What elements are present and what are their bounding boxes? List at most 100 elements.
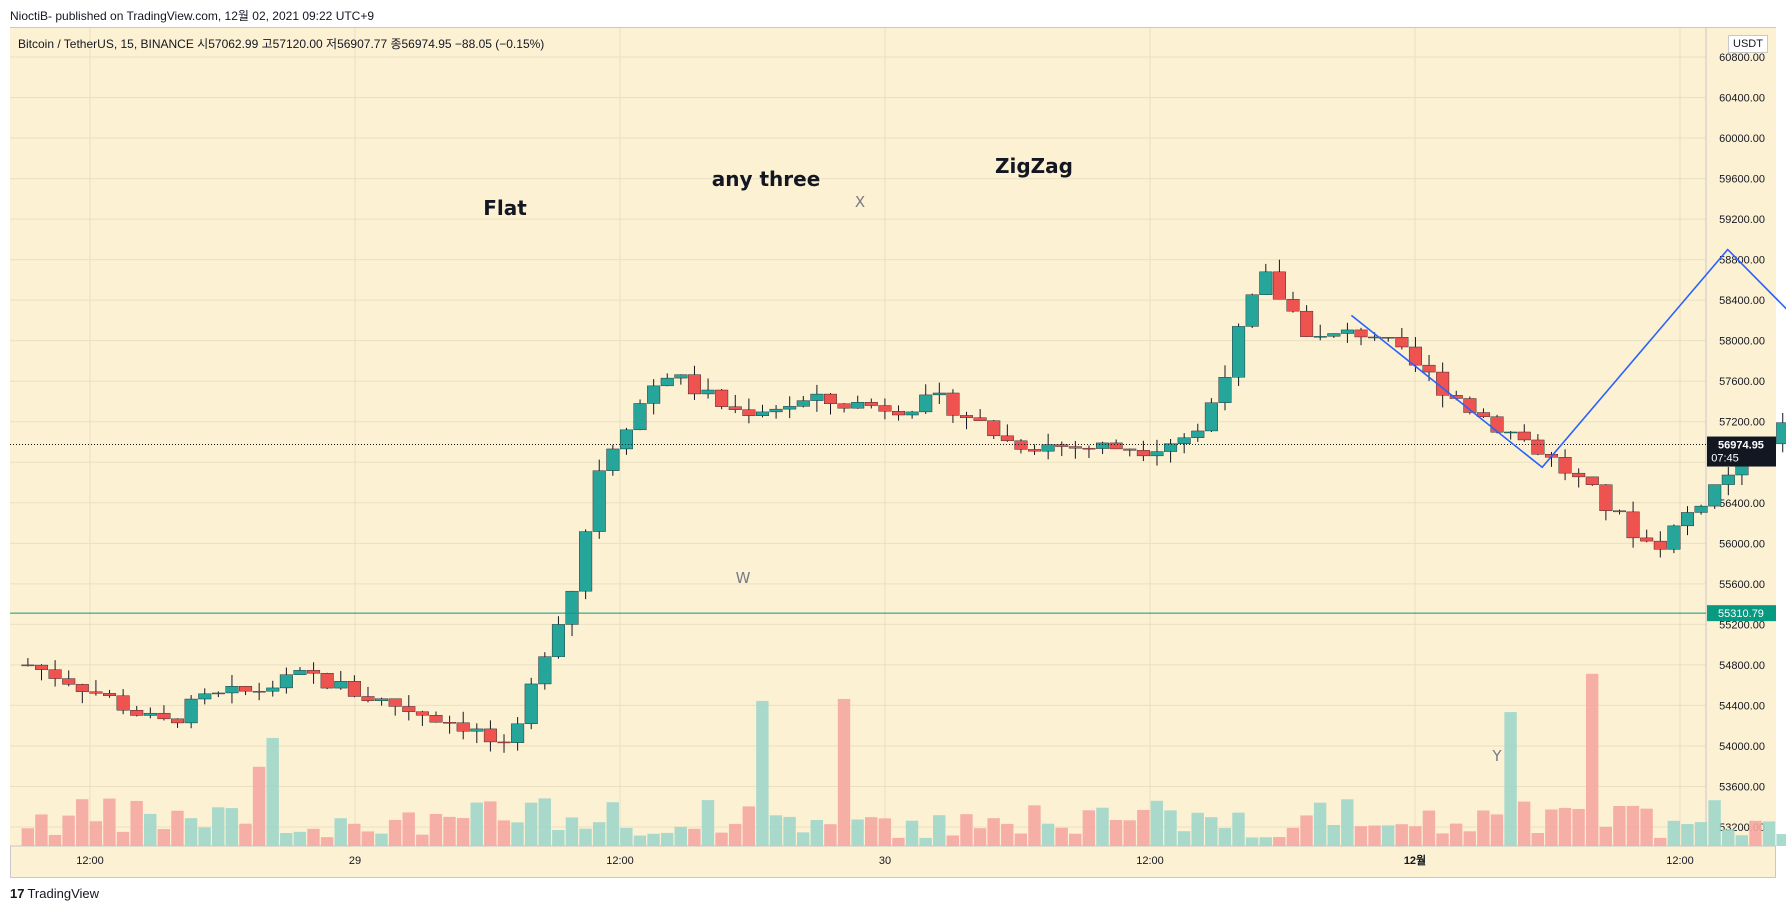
candle-body bbox=[1558, 457, 1572, 474]
volume-bar bbox=[1327, 824, 1340, 846]
candle-body bbox=[429, 715, 443, 723]
volume-bar bbox=[1613, 806, 1626, 846]
last-price-tag bbox=[1707, 436, 1776, 467]
candle-body bbox=[35, 664, 49, 670]
candle-body bbox=[715, 389, 729, 407]
volume-bar bbox=[620, 827, 633, 846]
candle-body bbox=[48, 669, 62, 679]
volume-bar bbox=[1205, 817, 1218, 846]
candle-body bbox=[660, 377, 674, 387]
candle-body bbox=[1422, 364, 1436, 373]
currency-badge[interactable]: USDT bbox=[1728, 35, 1768, 53]
annotation-label: W bbox=[736, 569, 751, 587]
candle-body bbox=[143, 712, 157, 716]
tradingview-logo-mark: 17 bbox=[10, 886, 25, 901]
volume-bar bbox=[116, 831, 130, 846]
candle-body bbox=[1776, 422, 1786, 445]
volume-bar bbox=[157, 829, 171, 846]
symbol-ohlc-legend[interactable]: Bitcoin / TetherUS, 15, BINANCE 시57062.9… bbox=[18, 35, 544, 52]
candle-body bbox=[388, 698, 402, 707]
volume-bar bbox=[1164, 810, 1177, 846]
x-tick-label: 29 bbox=[349, 855, 361, 867]
y-tick-label: 55600.00 bbox=[1719, 579, 1765, 591]
volume-bar bbox=[1626, 805, 1640, 846]
candle-body bbox=[987, 420, 1001, 437]
volume-bar bbox=[1368, 825, 1381, 846]
volume-bar bbox=[239, 823, 252, 846]
candle-body bbox=[103, 693, 117, 696]
support-price-tag bbox=[1707, 605, 1776, 622]
candle-body bbox=[279, 674, 293, 689]
candle-body bbox=[892, 411, 906, 416]
candle-body bbox=[171, 718, 185, 724]
candle-body bbox=[1313, 336, 1327, 338]
volume-bar bbox=[1422, 810, 1436, 846]
volume-bar bbox=[1150, 800, 1164, 846]
candle-body bbox=[864, 402, 878, 406]
volume-bar bbox=[1599, 826, 1612, 846]
y-tick-label: 58400.00 bbox=[1719, 295, 1765, 307]
candle-body bbox=[307, 670, 321, 674]
volume-bar bbox=[1776, 834, 1786, 846]
volume-bar bbox=[715, 832, 728, 846]
volume-bar bbox=[144, 813, 157, 846]
candle-body bbox=[157, 712, 171, 720]
countdown-label: 07:45 bbox=[1711, 453, 1739, 465]
volume-bar bbox=[1341, 799, 1354, 846]
volume-bar bbox=[1449, 823, 1463, 846]
candle-body bbox=[1599, 484, 1613, 511]
candle-body bbox=[1082, 447, 1096, 450]
plot-background bbox=[10, 28, 1706, 846]
volume-bar bbox=[824, 824, 837, 846]
candle-body bbox=[878, 405, 892, 412]
volume-bar bbox=[810, 820, 823, 846]
volume-bar bbox=[701, 800, 715, 846]
volume-bar bbox=[171, 810, 184, 846]
volume-bar bbox=[212, 807, 225, 846]
y-tick-label: 53600.00 bbox=[1719, 781, 1765, 793]
volume-bar bbox=[307, 828, 320, 846]
volume-bar bbox=[1722, 829, 1735, 846]
volume-bar bbox=[429, 813, 443, 846]
candle-body bbox=[592, 470, 606, 532]
x-tick-label: 12:00 bbox=[606, 855, 634, 867]
volume-bar bbox=[688, 828, 701, 846]
candle-body bbox=[252, 690, 266, 693]
candle-body bbox=[810, 393, 824, 401]
candle-body bbox=[1640, 537, 1654, 542]
volume-bar bbox=[225, 808, 239, 846]
volume-bar bbox=[21, 828, 35, 846]
volume-bar bbox=[769, 815, 783, 846]
candle-body bbox=[1000, 435, 1014, 442]
volume-bar bbox=[89, 821, 103, 846]
volume-bar bbox=[1123, 820, 1136, 846]
volume-bar bbox=[987, 818, 1000, 846]
volume-bar bbox=[1463, 831, 1476, 846]
candle-body bbox=[1068, 446, 1082, 449]
volume-bar bbox=[796, 832, 810, 846]
volume-bar bbox=[35, 814, 48, 846]
candle-body bbox=[1585, 476, 1599, 485]
candle-body bbox=[1626, 511, 1640, 539]
volume-bar bbox=[919, 837, 932, 846]
volume-bar bbox=[1300, 815, 1313, 846]
candle-body bbox=[1232, 326, 1246, 378]
annotation-label: ZigZag bbox=[995, 154, 1073, 178]
volume-bar bbox=[1409, 826, 1422, 846]
volume-bar bbox=[1517, 801, 1531, 846]
volume-bar bbox=[416, 834, 429, 846]
candle-body bbox=[742, 409, 756, 416]
price-chart[interactable]: 60800.00 60400.00 60000.00 59600.00 59200.00… bbox=[0, 0, 1786, 878]
candle-body bbox=[1408, 346, 1422, 366]
candle-body bbox=[973, 417, 987, 421]
candle-body bbox=[21, 664, 35, 667]
volume-bar bbox=[1191, 812, 1204, 846]
annotation-label: Flat bbox=[483, 196, 527, 220]
volume-bar bbox=[1177, 831, 1191, 846]
candle-body bbox=[75, 684, 89, 692]
volume-bar bbox=[320, 837, 334, 846]
volume-bar bbox=[1749, 820, 1762, 846]
candle-body bbox=[1096, 442, 1110, 449]
tradingview-logo[interactable]: 17 TradingView bbox=[10, 886, 99, 901]
candle-body bbox=[334, 681, 348, 689]
